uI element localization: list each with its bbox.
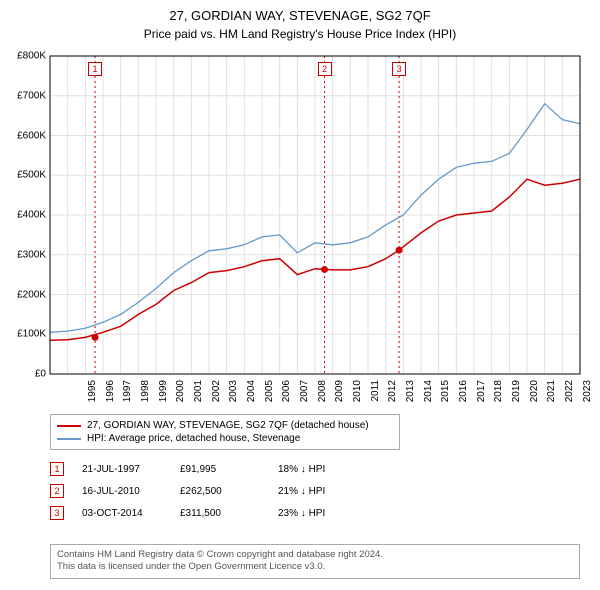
legend-swatch <box>57 425 81 427</box>
x-tick-label: 2023 <box>582 380 593 420</box>
x-tick-label: 2018 <box>493 380 504 420</box>
x-tick-label: 2017 <box>476 380 487 420</box>
transaction-row: 2 16-JUL-2010 £262,500 21% ↓ HPI <box>50 480 358 502</box>
y-tick-label: £0 <box>0 369 46 380</box>
y-tick-label: £600K <box>0 130 46 141</box>
transaction-price: £91,995 <box>180 464 260 475</box>
chart-legend: 27, GORDIAN WAY, STEVENAGE, SG2 7QF (det… <box>50 414 400 450</box>
transaction-marker: 3 <box>50 506 64 520</box>
y-tick-label: £200K <box>0 289 46 300</box>
legend-label: HPI: Average price, detached house, Stev… <box>87 433 300 444</box>
transaction-diff: 18% ↓ HPI <box>278 464 358 475</box>
transaction-row: 3 03-OCT-2014 £311,500 23% ↓ HPI <box>50 502 358 524</box>
transaction-diff: 21% ↓ HPI <box>278 486 358 497</box>
transaction-date: 21-JUL-1997 <box>82 464 162 475</box>
y-tick-label: £700K <box>0 90 46 101</box>
legend-row: 27, GORDIAN WAY, STEVENAGE, SG2 7QF (det… <box>57 419 393 432</box>
x-tick-label: 2021 <box>546 380 557 420</box>
transactions-table: 1 21-JUL-1997 £91,995 18% ↓ HPI 2 16-JUL-2010… <box>50 458 358 524</box>
y-tick-label: £400K <box>0 210 46 221</box>
legend-row: HPI: Average price, detached house, Stev… <box>57 432 393 445</box>
x-tick-label: 2016 <box>458 380 469 420</box>
x-tick-label: 2022 <box>564 380 575 420</box>
x-tick-label: 2015 <box>440 380 451 420</box>
y-tick-label: £800K <box>0 51 46 62</box>
footer-line-1: Contains HM Land Registry data © Crown c… <box>57 549 573 561</box>
transaction-marker: 1 <box>50 462 64 476</box>
x-tick-label: 2013 <box>405 380 416 420</box>
y-tick-label: £500K <box>0 170 46 181</box>
transaction-price: £311,500 <box>180 508 260 519</box>
transaction-date: 16-JUL-2010 <box>82 486 162 497</box>
x-tick-label: 2020 <box>529 380 540 420</box>
event-marker-box: 2 <box>318 62 332 76</box>
footer-line-2: This data is licensed under the Open Gov… <box>57 561 573 573</box>
transaction-date: 03-OCT-2014 <box>82 508 162 519</box>
transaction-marker: 2 <box>50 484 64 498</box>
y-tick-label: £100K <box>0 329 46 340</box>
event-marker-box: 3 <box>392 62 406 76</box>
x-tick-label: 2019 <box>511 380 522 420</box>
legend-swatch <box>57 438 81 440</box>
transaction-price: £262,500 <box>180 486 260 497</box>
event-marker-box: 1 <box>88 62 102 76</box>
x-tick-label: 2014 <box>423 380 434 420</box>
transaction-diff: 23% ↓ HPI <box>278 508 358 519</box>
y-tick-label: £300K <box>0 249 46 260</box>
legend-label: 27, GORDIAN WAY, STEVENAGE, SG2 7QF (det… <box>87 420 369 431</box>
transaction-row: 1 21-JUL-1997 £91,995 18% ↓ HPI <box>50 458 358 480</box>
attribution-footer: Contains HM Land Registry data © Crown c… <box>50 544 580 579</box>
